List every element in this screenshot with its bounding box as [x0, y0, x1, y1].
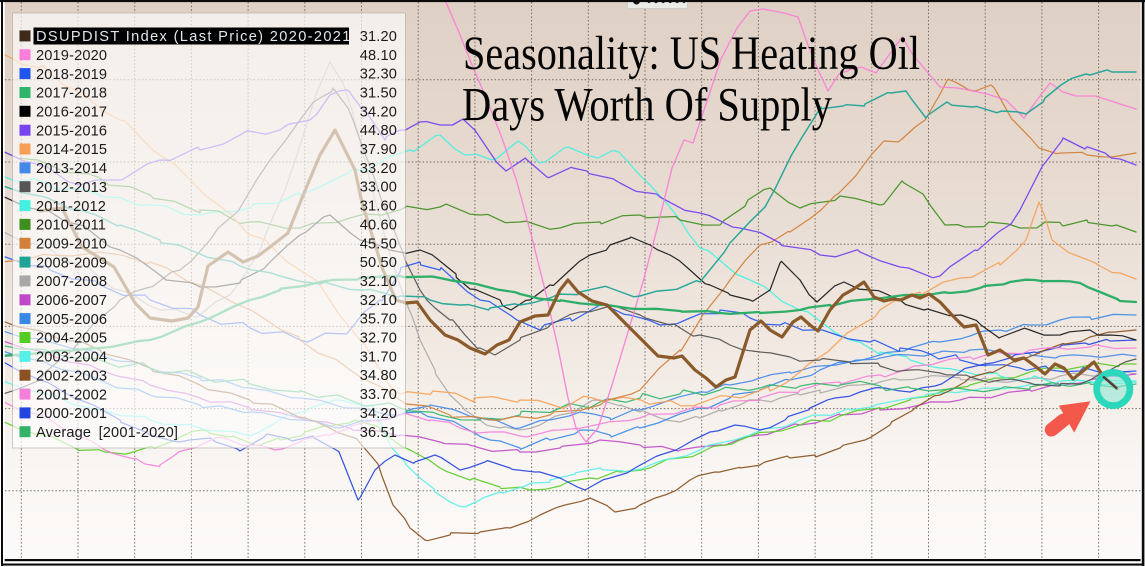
- svg-text:37.90: 37.90: [360, 142, 397, 158]
- svg-text:Seasonality: US Heating Oil: Seasonality: US Heating Oil: [463, 27, 920, 80]
- svg-text:2004-2005: 2004-2005: [36, 331, 107, 347]
- svg-text:33.00: 33.00: [360, 180, 397, 196]
- svg-text:Average [2001-2020]: Average [2001-2020]: [36, 425, 178, 441]
- svg-text:36.51: 36.51: [360, 425, 397, 441]
- svg-text:2010-2011: 2010-2011: [36, 218, 106, 234]
- svg-text:2013-2014: 2013-2014: [36, 161, 107, 177]
- svg-text:2000-2001: 2000-2001: [36, 406, 107, 422]
- svg-text:Days Worth Of Supply: Days Worth Of Supply: [462, 79, 832, 132]
- svg-text:2016-2017: 2016-2017: [36, 105, 107, 121]
- svg-text:34.80: 34.80: [360, 368, 397, 384]
- svg-text:34.20: 34.20: [360, 104, 397, 120]
- svg-text:48.10: 48.10: [360, 48, 397, 64]
- svg-text:2005-2006: 2005-2006: [36, 312, 107, 328]
- svg-text:2011-2012: 2011-2012: [36, 199, 106, 215]
- svg-text:2009-2010: 2009-2010: [36, 237, 107, 253]
- svg-text:33.20: 33.20: [360, 161, 397, 177]
- svg-text:2019-2020: 2019-2020: [36, 48, 107, 64]
- svg-text:34.20: 34.20: [360, 406, 397, 422]
- svg-text:32.70: 32.70: [360, 331, 397, 347]
- svg-text:32.30: 32.30: [360, 67, 397, 83]
- svg-text:45.50: 45.50: [360, 236, 397, 252]
- svg-text:40.60: 40.60: [360, 217, 397, 233]
- svg-text:DSUPDIST Index (Last Price) 20: DSUPDIST Index (Last Price) 2020-2021: [36, 29, 352, 45]
- svg-text:2007-2008: 2007-2008: [36, 274, 107, 290]
- svg-text:2006-2007: 2006-2007: [36, 293, 107, 309]
- svg-text:2001-2002: 2001-2002: [36, 387, 107, 403]
- svg-text:2002-2003: 2002-2003: [36, 368, 107, 384]
- svg-text:31.50: 31.50: [360, 86, 397, 102]
- svg-text:31.60: 31.60: [360, 199, 397, 215]
- svg-text:35.70: 35.70: [360, 312, 397, 328]
- svg-text:2003-2004: 2003-2004: [36, 350, 107, 366]
- svg-text:2017-2018: 2017-2018: [36, 86, 107, 102]
- svg-text:50.50: 50.50: [360, 255, 397, 271]
- svg-text:2018-2019: 2018-2019: [36, 67, 107, 83]
- svg-text:32.10: 32.10: [360, 293, 397, 309]
- svg-text:2015-2016: 2015-2016: [36, 123, 107, 139]
- svg-text:32.10: 32.10: [360, 274, 397, 290]
- svg-text:31.20: 31.20: [360, 29, 397, 45]
- svg-text:33.70: 33.70: [360, 387, 397, 403]
- svg-text:31.70: 31.70: [360, 349, 397, 365]
- svg-text:2012-2013: 2012-2013: [36, 180, 107, 196]
- svg-text:2014-2015: 2014-2015: [36, 142, 107, 158]
- svg-text:2008-2009: 2008-2009: [36, 255, 107, 271]
- svg-text:44.80: 44.80: [360, 123, 397, 139]
